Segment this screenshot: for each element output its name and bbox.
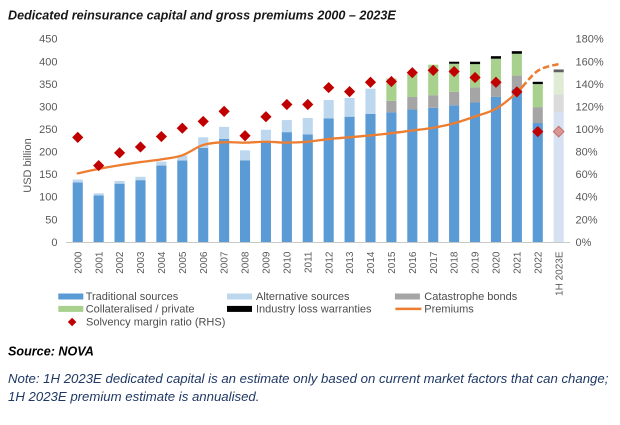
svg-text:Premiums: Premiums [424, 304, 474, 316]
svg-text:1H 2023E premium estimate is a: 1H 2023E premium estimate is annualised. [8, 389, 259, 404]
svg-text:180%: 180% [576, 34, 604, 46]
svg-text:2013: 2013 [345, 251, 356, 274]
svg-text:2000: 2000 [73, 251, 84, 274]
svg-text:120%: 120% [576, 101, 604, 113]
svg-text:300: 300 [39, 101, 57, 113]
svg-text:2020: 2020 [492, 251, 503, 274]
svg-text:Source: NOVA: Source: NOVA [8, 345, 94, 359]
svg-text:100%: 100% [576, 124, 604, 136]
svg-text:2004: 2004 [157, 251, 168, 274]
svg-text:2003: 2003 [136, 251, 147, 274]
svg-text:2006: 2006 [199, 251, 210, 274]
svg-text:160%: 160% [576, 56, 604, 68]
svg-text:2011: 2011 [303, 251, 314, 273]
svg-text:Catastrophe bonds: Catastrophe bonds [424, 291, 517, 303]
svg-text:0%: 0% [576, 237, 592, 249]
svg-text:100: 100 [39, 192, 57, 204]
svg-text:Collateralised / private: Collateralised / private [86, 304, 195, 316]
svg-text:Dedicated reinsurance capital: Dedicated reinsurance capital and gross … [8, 8, 396, 22]
svg-text:1H 2023E: 1H 2023E [554, 251, 565, 296]
svg-text:400: 400 [39, 56, 57, 68]
svg-text:USD billion: USD billion [22, 138, 34, 192]
svg-text:450: 450 [39, 34, 57, 46]
svg-text:2019: 2019 [471, 251, 482, 274]
svg-text:2009: 2009 [262, 251, 273, 274]
svg-text:2008: 2008 [241, 251, 252, 274]
svg-text:60%: 60% [576, 169, 598, 181]
svg-text:2022: 2022 [533, 251, 544, 274]
svg-text:2017: 2017 [429, 251, 440, 274]
svg-text:0: 0 [51, 237, 57, 249]
svg-text:150: 150 [39, 169, 57, 181]
svg-text:40%: 40% [576, 192, 598, 204]
svg-text:80%: 80% [576, 147, 598, 159]
svg-text:Industry loss warranties: Industry loss warranties [256, 304, 372, 316]
svg-text:2001: 2001 [94, 251, 105, 274]
svg-text:2016: 2016 [408, 251, 419, 274]
svg-text:140%: 140% [576, 79, 604, 91]
svg-text:2005: 2005 [178, 251, 189, 274]
svg-text:2002: 2002 [115, 251, 126, 274]
svg-text:20%: 20% [576, 214, 598, 226]
svg-text:200: 200 [39, 147, 57, 159]
svg-text:Note: 1H 2023E dedicated capit: Note: 1H 2023E dedicated capital is an e… [8, 371, 609, 386]
svg-text:2010: 2010 [282, 251, 293, 274]
svg-text:350: 350 [39, 79, 57, 91]
svg-text:2018: 2018 [450, 251, 461, 274]
svg-text:2007: 2007 [220, 251, 231, 274]
svg-text:Solvency margin ratio (RHS): Solvency margin ratio (RHS) [86, 317, 225, 329]
svg-text:Traditional sources: Traditional sources [86, 291, 179, 303]
svg-text:50: 50 [45, 214, 57, 226]
svg-text:2021: 2021 [512, 251, 523, 274]
svg-text:2012: 2012 [324, 251, 335, 274]
svg-text:Alternative sources: Alternative sources [256, 291, 350, 303]
svg-text:250: 250 [39, 124, 57, 136]
svg-text:2015: 2015 [387, 251, 398, 274]
svg-text:2014: 2014 [366, 251, 377, 274]
